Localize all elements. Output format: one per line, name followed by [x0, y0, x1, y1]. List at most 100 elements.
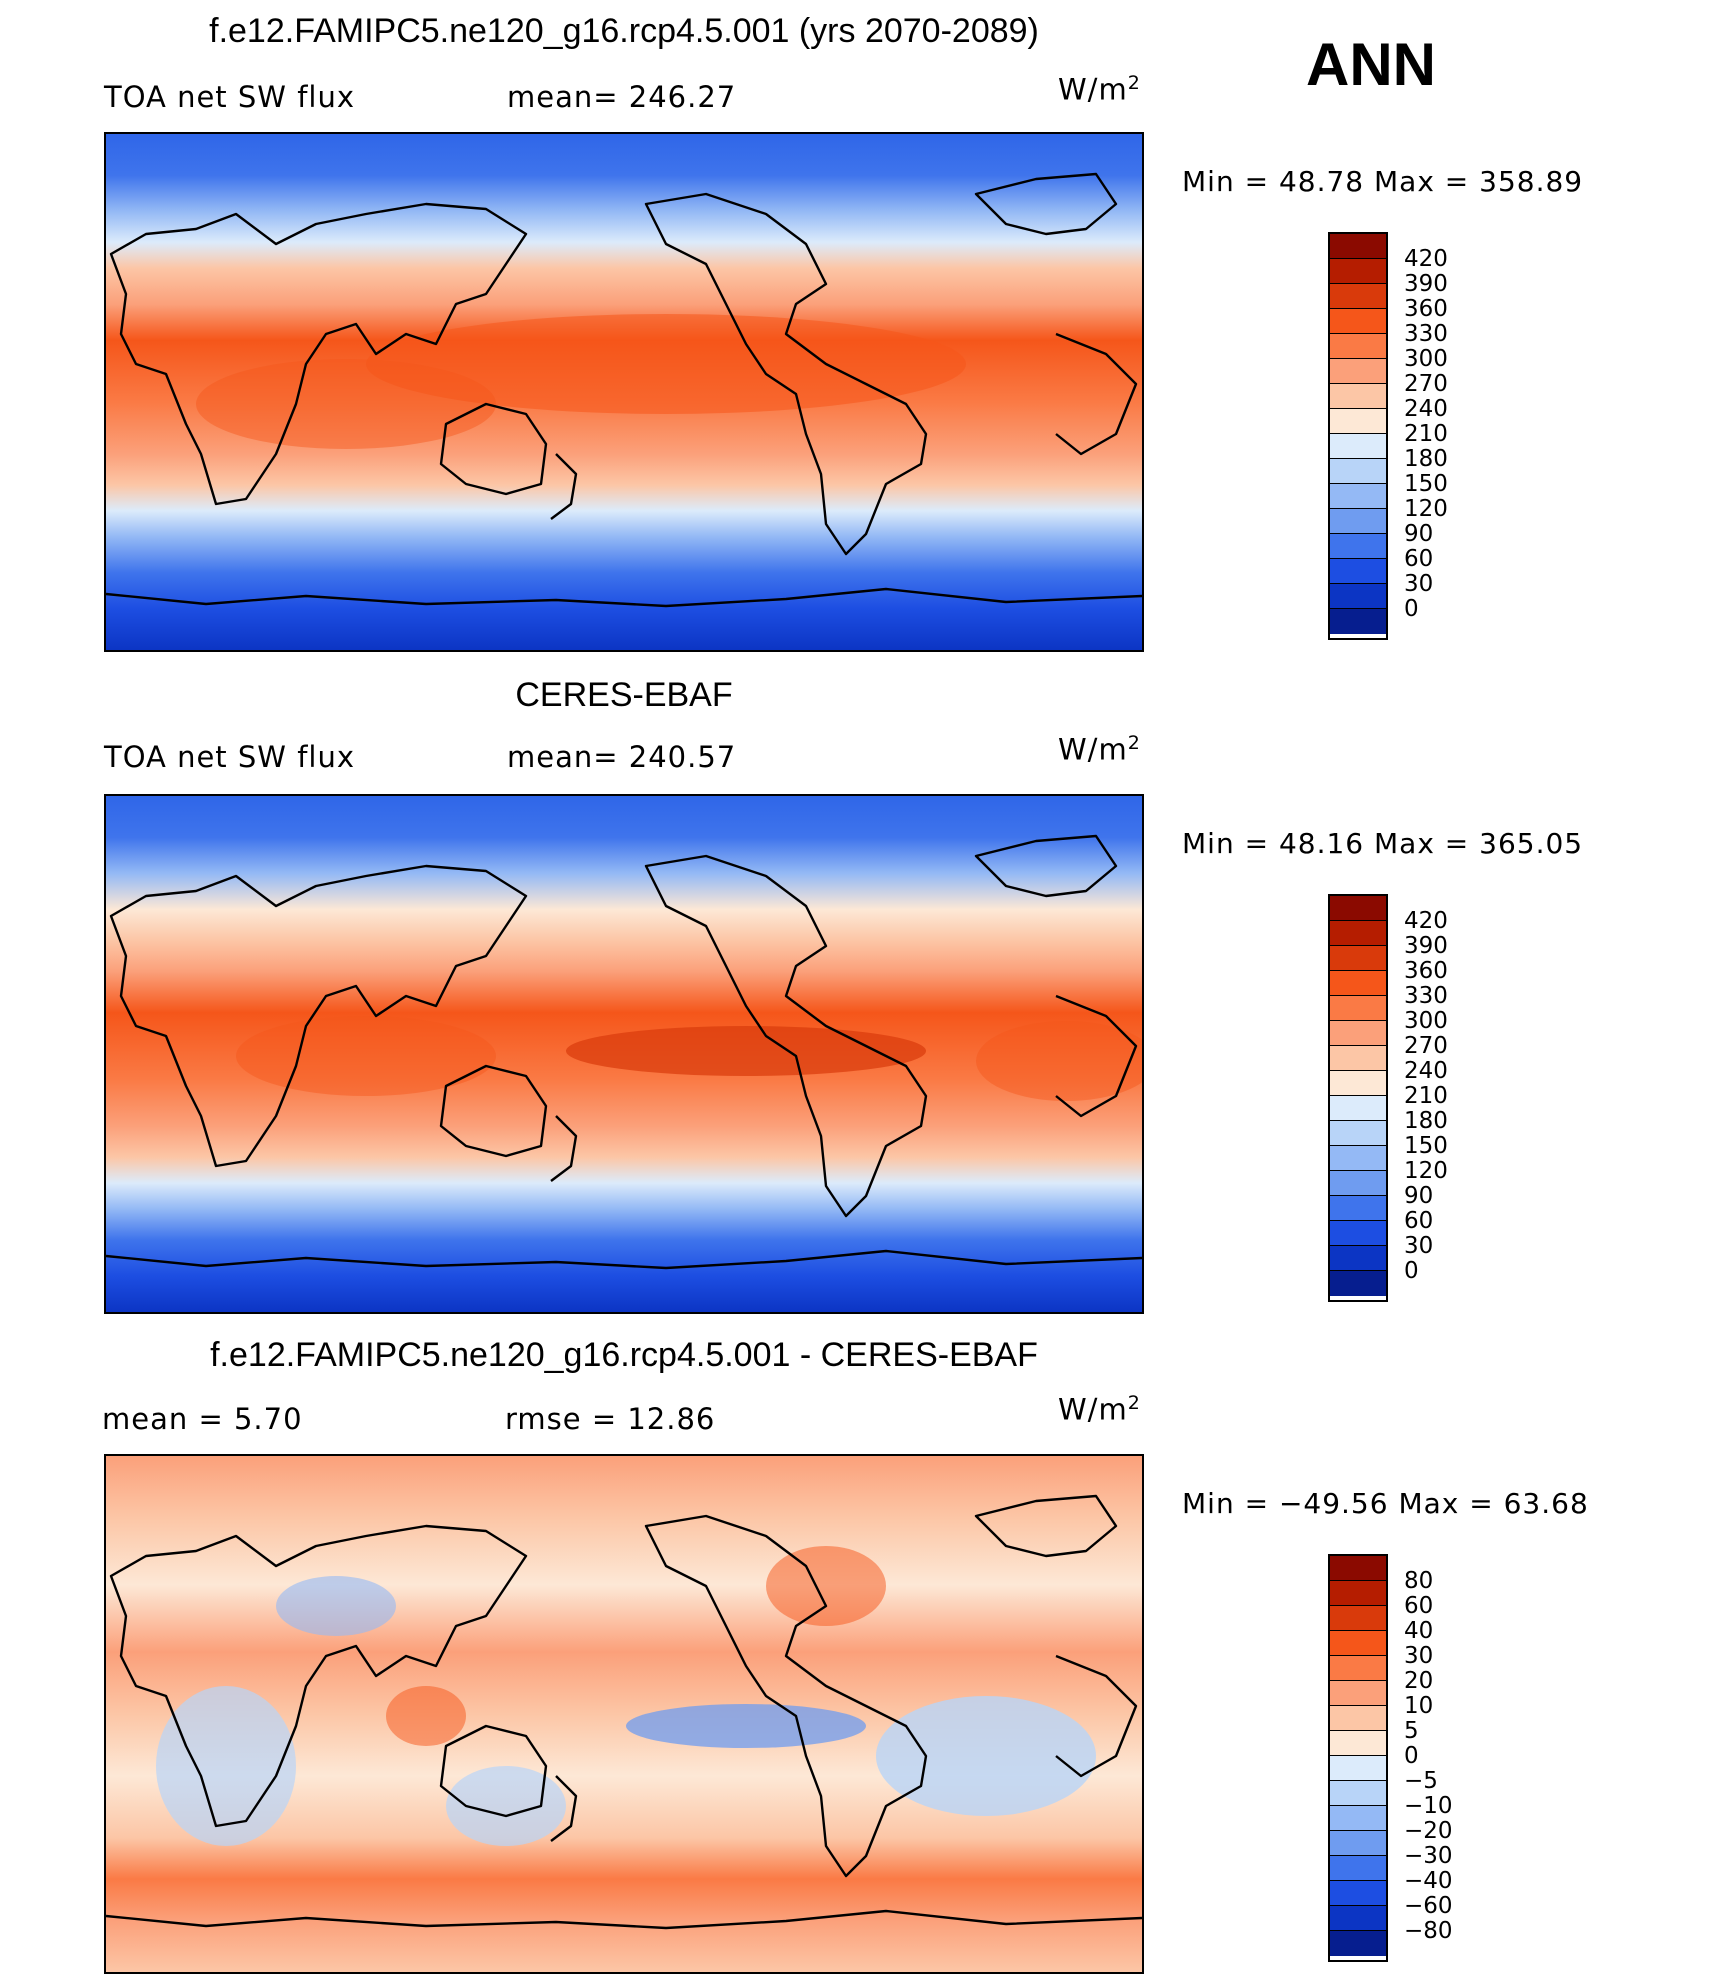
panel1-variable-label: TOA net SW flux	[104, 80, 356, 114]
panel3-map	[104, 1454, 1144, 1974]
panel3-colorbar-segment	[1330, 1906, 1386, 1931]
panel2-colorbar-segment	[1330, 1196, 1386, 1221]
panel1-units: W/m2	[1058, 72, 1141, 107]
panel1-colorbar-label: 180	[1404, 445, 1448, 472]
panel1-colorbar-label: 390	[1404, 270, 1448, 297]
panel1-colorbar-segment	[1330, 609, 1386, 634]
panel2-minmax: Min = 48.16 Max = 365.05	[1182, 827, 1584, 860]
panel2-colorbar-segment	[1330, 1146, 1386, 1171]
panel3-colorbar-segment	[1330, 1631, 1386, 1656]
panel3-units: W/m2	[1058, 1392, 1141, 1427]
panel1-colorbar-label: 60	[1404, 545, 1434, 572]
panel1-colorbar-segment	[1330, 559, 1386, 584]
panel2-colorbar-label: 60	[1404, 1207, 1434, 1234]
panel1-colorbar-segment	[1330, 309, 1386, 334]
panel1-colorbar-segment	[1330, 459, 1386, 484]
panel2-colorbar-label: 0	[1404, 1257, 1419, 1284]
panel3-colorbar	[1328, 1554, 1388, 1962]
panel2-colorbar-segment	[1330, 1271, 1386, 1296]
panel3-colorbar-label: −40	[1404, 1867, 1453, 1894]
panel1-colorbar-label: 150	[1404, 470, 1448, 497]
panel3-colorbar-segment	[1330, 1856, 1386, 1881]
panel1-colorbar-segment	[1330, 284, 1386, 309]
panel2-colorbar-segment	[1330, 1071, 1386, 1096]
panel3-colorbar-label: −30	[1404, 1842, 1453, 1869]
panel1-colorbar-segment	[1330, 334, 1386, 359]
panel3-colorbar-segment	[1330, 1731, 1386, 1756]
panel1-map	[104, 132, 1144, 652]
panel2-colorbar-label: 120	[1404, 1157, 1448, 1184]
panel3-colorbar-label: 80	[1404, 1567, 1434, 1594]
panel2-colorbar-label: 210	[1404, 1082, 1448, 1109]
panel3-colorbar-segment	[1330, 1656, 1386, 1681]
panel1-colorbar	[1328, 232, 1388, 640]
panel3-colorbar-label: 30	[1404, 1642, 1434, 1669]
panel3-colorbar-label: −80	[1404, 1917, 1453, 1944]
panel2-variable-label: TOA net SW flux	[104, 740, 356, 774]
panel3-colorbar-segment	[1330, 1806, 1386, 1831]
panel3-colorbar-segment	[1330, 1581, 1386, 1606]
panel3-colorbar-label: 5	[1404, 1717, 1419, 1744]
panel2-colorbar-label: 390	[1404, 932, 1448, 959]
panel3-minmax: Min = −49.56 Max = 63.68	[1182, 1487, 1589, 1520]
panel2-colorbar-label: 270	[1404, 1032, 1448, 1059]
panel2-colorbar	[1328, 894, 1388, 1302]
panel2-units: W/m2	[1058, 732, 1141, 767]
panel1-mean-label: mean= 246.27	[507, 80, 737, 114]
panel1-colorbar-segment	[1330, 509, 1386, 534]
panel3-colorbar-label: 20	[1404, 1667, 1434, 1694]
panel3-colorbar-segment	[1330, 1881, 1386, 1906]
panel3-mean-label: mean = 5.70	[102, 1402, 303, 1436]
panel2-colorbar-segment	[1330, 971, 1386, 996]
panel1-colorbar-segment	[1330, 359, 1386, 384]
panel2-colorbar-segment	[1330, 1096, 1386, 1121]
panel1-minmax: Min = 48.78 Max = 358.89	[1182, 165, 1584, 198]
panel3-colorbar-label: −20	[1404, 1817, 1453, 1844]
panel3-rmse-label: rmse = 12.86	[505, 1402, 716, 1436]
panel2-colorbar-segment	[1330, 896, 1386, 921]
panel3-colorbar-label: −5	[1404, 1767, 1438, 1794]
panel2-colorbar-label: 360	[1404, 957, 1448, 984]
panel1-colorbar-label: 0	[1404, 595, 1419, 622]
panel2-colorbar-segment	[1330, 1171, 1386, 1196]
panel1-colorbar-label: 330	[1404, 320, 1448, 347]
panel3-colorbar-segment	[1330, 1681, 1386, 1706]
panel3-colorbar-label: −60	[1404, 1892, 1453, 1919]
panel2-map	[104, 794, 1144, 1314]
panel3-colorbar-segment	[1330, 1931, 1386, 1956]
panel3-colorbar-label: 10	[1404, 1692, 1434, 1719]
panel1-colorbar-segment	[1330, 534, 1386, 559]
panel1-colorbar-label: 300	[1404, 345, 1448, 372]
panel2-colorbar-segment	[1330, 1021, 1386, 1046]
panel2-colorbar-label: 180	[1404, 1107, 1448, 1134]
panel2-mean-label: mean= 240.57	[507, 740, 737, 774]
panel2-colorbar-segment	[1330, 996, 1386, 1021]
panel2-colorbar-label: 30	[1404, 1232, 1434, 1259]
panel1-colorbar-segment	[1330, 259, 1386, 284]
panel1-colorbar-label: 120	[1404, 495, 1448, 522]
panel2-colorbar-segment	[1330, 1246, 1386, 1271]
panel1-colorbar-label: 270	[1404, 370, 1448, 397]
panel2-colorbar-label: 90	[1404, 1182, 1434, 1209]
panel3-colorbar-segment	[1330, 1756, 1386, 1781]
panel2-colorbar-label: 150	[1404, 1132, 1448, 1159]
panel1-colorbar-label: 90	[1404, 520, 1434, 547]
panel3-title: f.e12.FAMIPC5.ne120_g16.rcp4.5.001 - CER…	[210, 1336, 1038, 1374]
season-label: ANN	[1306, 31, 1436, 98]
panel1-colorbar-segment	[1330, 584, 1386, 609]
panel3-colorbar-label: −10	[1404, 1792, 1453, 1819]
panel1-colorbar-segment	[1330, 434, 1386, 459]
panel2-colorbar-label: 240	[1404, 1057, 1448, 1084]
panel3-colorbar-segment	[1330, 1706, 1386, 1731]
panel2-colorbar-segment	[1330, 1046, 1386, 1071]
panel1-colorbar-label: 420	[1404, 245, 1448, 272]
panel3-colorbar-segment	[1330, 1831, 1386, 1856]
panel3-colorbar-label: 40	[1404, 1617, 1434, 1644]
panel3-colorbar-segment	[1330, 1556, 1386, 1581]
panel2-colorbar-segment	[1330, 921, 1386, 946]
panel3-colorbar-label: 0	[1404, 1742, 1419, 1769]
panel3-colorbar-label: 60	[1404, 1592, 1434, 1619]
panel3-colorbar-segment	[1330, 1606, 1386, 1631]
panel2-colorbar-label: 300	[1404, 1007, 1448, 1034]
panel2-title: CERES-EBAF	[515, 676, 733, 714]
